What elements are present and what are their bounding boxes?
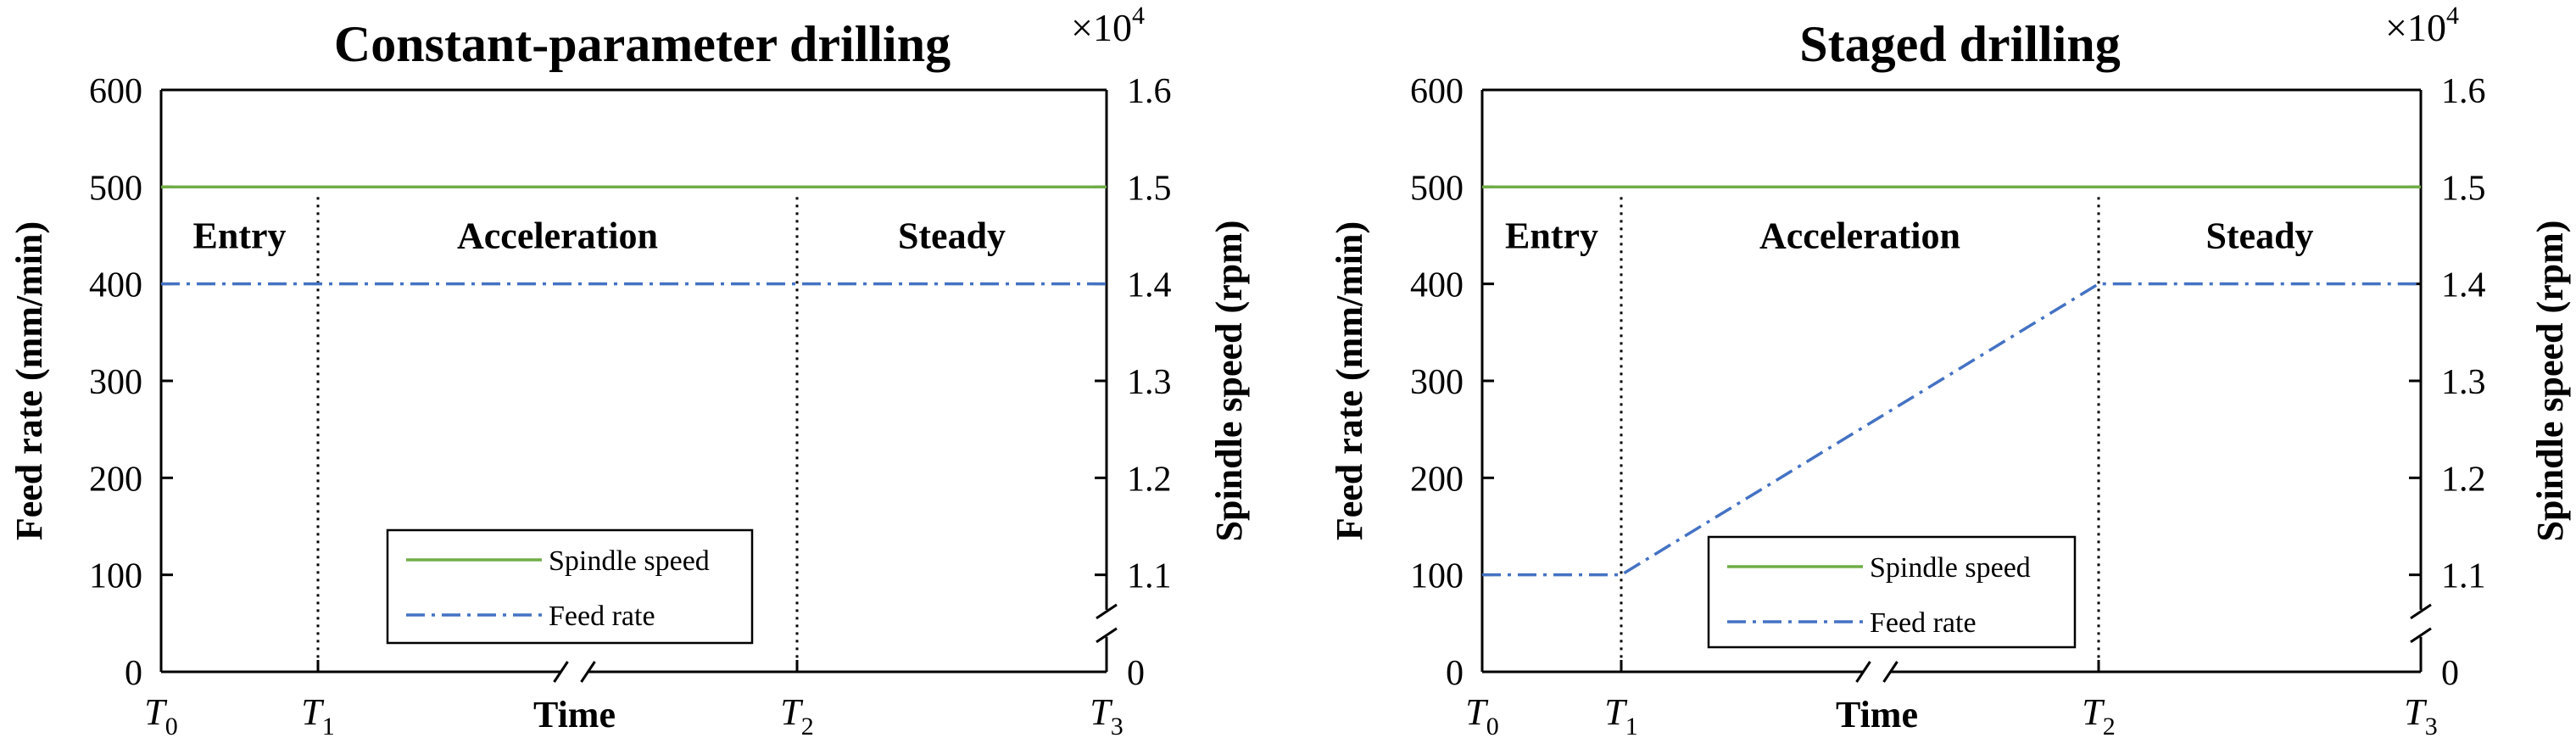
y2-tick-label: 1.2 — [1127, 460, 1172, 499]
y2-tick-label: 0 — [2441, 654, 2459, 693]
x-tick-sub: 3 — [2425, 713, 2438, 741]
y-tick-label: 200 — [1410, 460, 1464, 499]
y-tick-label: 600 — [89, 72, 142, 111]
y-axis-label: Feed rate (mm/min) — [8, 221, 50, 540]
stage-label: Steady — [2205, 215, 2313, 257]
x-tick-main: T — [1090, 691, 1113, 733]
y2-multiplier: ×104 — [1071, 2, 1145, 49]
y-tick-label: 0 — [1446, 654, 1464, 693]
y2-multiplier-base: ×10 — [2385, 6, 2446, 49]
x-tick-main: T — [144, 691, 168, 733]
y-tick-label: 600 — [1410, 72, 1464, 111]
y2-axis-label: Spindle speed (rpm) — [2529, 221, 2571, 542]
x-tick-sub: 0 — [1486, 713, 1499, 741]
axis-break-mark — [2410, 603, 2432, 620]
axis-break-mark — [1096, 603, 1118, 620]
y2-tick-label: 1.4 — [1127, 266, 1172, 305]
y2-tick-label: 1.3 — [2441, 363, 2486, 402]
y-tick-label: 300 — [1410, 363, 1464, 402]
y-tick-label: 500 — [89, 169, 142, 208]
x-tick-main: T — [301, 691, 325, 733]
y2-axis-label: Spindle speed (rpm) — [1208, 221, 1250, 542]
y-axis-label: Feed rate (mm/min) — [1329, 221, 1370, 540]
x-tick-main: T — [1604, 691, 1628, 733]
axis-break-mark — [580, 661, 596, 683]
legend-box — [386, 528, 754, 645]
y2-tick-label: 1.2 — [2441, 460, 2486, 499]
x-tick-label: T1 — [1604, 691, 1637, 741]
axis-break-mark — [1882, 661, 1899, 683]
y2-tick-label: 1.1 — [2441, 557, 2486, 596]
x-tick-label: T0 — [1465, 691, 1498, 741]
chart-title: Staged drilling — [1799, 16, 2120, 72]
y2-multiplier-exponent: 4 — [2446, 2, 2459, 30]
y-tick-label: 500 — [1410, 169, 1464, 208]
y-tick-label: 0 — [125, 654, 142, 693]
x-tick-sub: 3 — [1111, 713, 1124, 741]
x-tick-main: T — [2082, 691, 2105, 733]
y2-tick-label: 1.6 — [2441, 72, 2486, 111]
series-line-feed-rate — [1482, 282, 2421, 577]
y2-multiplier-base: ×10 — [1071, 6, 1132, 49]
y-tick-label: 200 — [89, 460, 142, 499]
legend-label-feed-rate: Feed rate — [549, 601, 655, 632]
axis-break-mark — [2410, 627, 2432, 644]
y-tick-label: 300 — [89, 363, 142, 402]
axis-break-mark — [1855, 661, 1871, 683]
stage-label: Acceleration — [457, 215, 658, 257]
x-tick-sub: 2 — [2103, 713, 2116, 741]
axis-break-mark — [1096, 627, 1118, 644]
x-tick-label: T0 — [144, 691, 177, 741]
x-tick-label: T3 — [1090, 691, 1123, 741]
stage-label: Acceleration — [1759, 215, 1960, 257]
legend-label-spindle-speed: Spindle speed — [1870, 552, 2031, 584]
x-tick-label: T1 — [301, 691, 334, 741]
x-tick-main: T — [1465, 691, 1489, 733]
y-tick-label: 100 — [1410, 557, 1464, 596]
y2-tick-label: 1.6 — [1127, 72, 1172, 111]
x-tick-sub: 0 — [165, 713, 178, 741]
stage-label: Entry — [193, 215, 287, 257]
axis-break-mark — [553, 661, 569, 683]
legend-label-feed-rate: Feed rate — [1870, 607, 1977, 639]
y2-tick-label: 0 — [1127, 654, 1145, 693]
chart-title: Constant-parameter drilling — [334, 16, 951, 72]
x-tick-main: T — [780, 691, 804, 733]
legend-label-spindle-speed: Spindle speed — [549, 545, 710, 577]
y2-tick-label: 1.5 — [1127, 169, 1172, 208]
stage-label: Entry — [1505, 215, 1598, 257]
y2-multiplier-exponent: 4 — [1132, 2, 1145, 30]
y2-multiplier: ×104 — [2385, 2, 2459, 49]
y2-tick-label: 1.5 — [2441, 169, 2486, 208]
x-axis-label: Time — [1836, 694, 1918, 735]
x-tick-sub: 1 — [322, 713, 335, 741]
y-tick-label: 400 — [89, 266, 142, 305]
x-tick-main: T — [2404, 691, 2428, 733]
legend-box — [1707, 535, 2077, 649]
x-tick-label: T2 — [780, 691, 813, 741]
x-tick-sub: 2 — [801, 713, 814, 741]
y2-tick-label: 1.1 — [1127, 557, 1172, 596]
stage-label: Steady — [898, 215, 1006, 257]
y2-tick-label: 1.4 — [2441, 266, 2486, 305]
y-tick-label: 400 — [1410, 266, 1464, 305]
x-tick-label: T3 — [2404, 691, 2437, 741]
x-tick-label: T2 — [2082, 691, 2115, 741]
x-tick-sub: 1 — [1625, 713, 1638, 741]
y-tick-label: 100 — [89, 557, 142, 596]
y2-tick-label: 1.3 — [1127, 363, 1172, 402]
x-axis-label: Time — [533, 694, 616, 735]
